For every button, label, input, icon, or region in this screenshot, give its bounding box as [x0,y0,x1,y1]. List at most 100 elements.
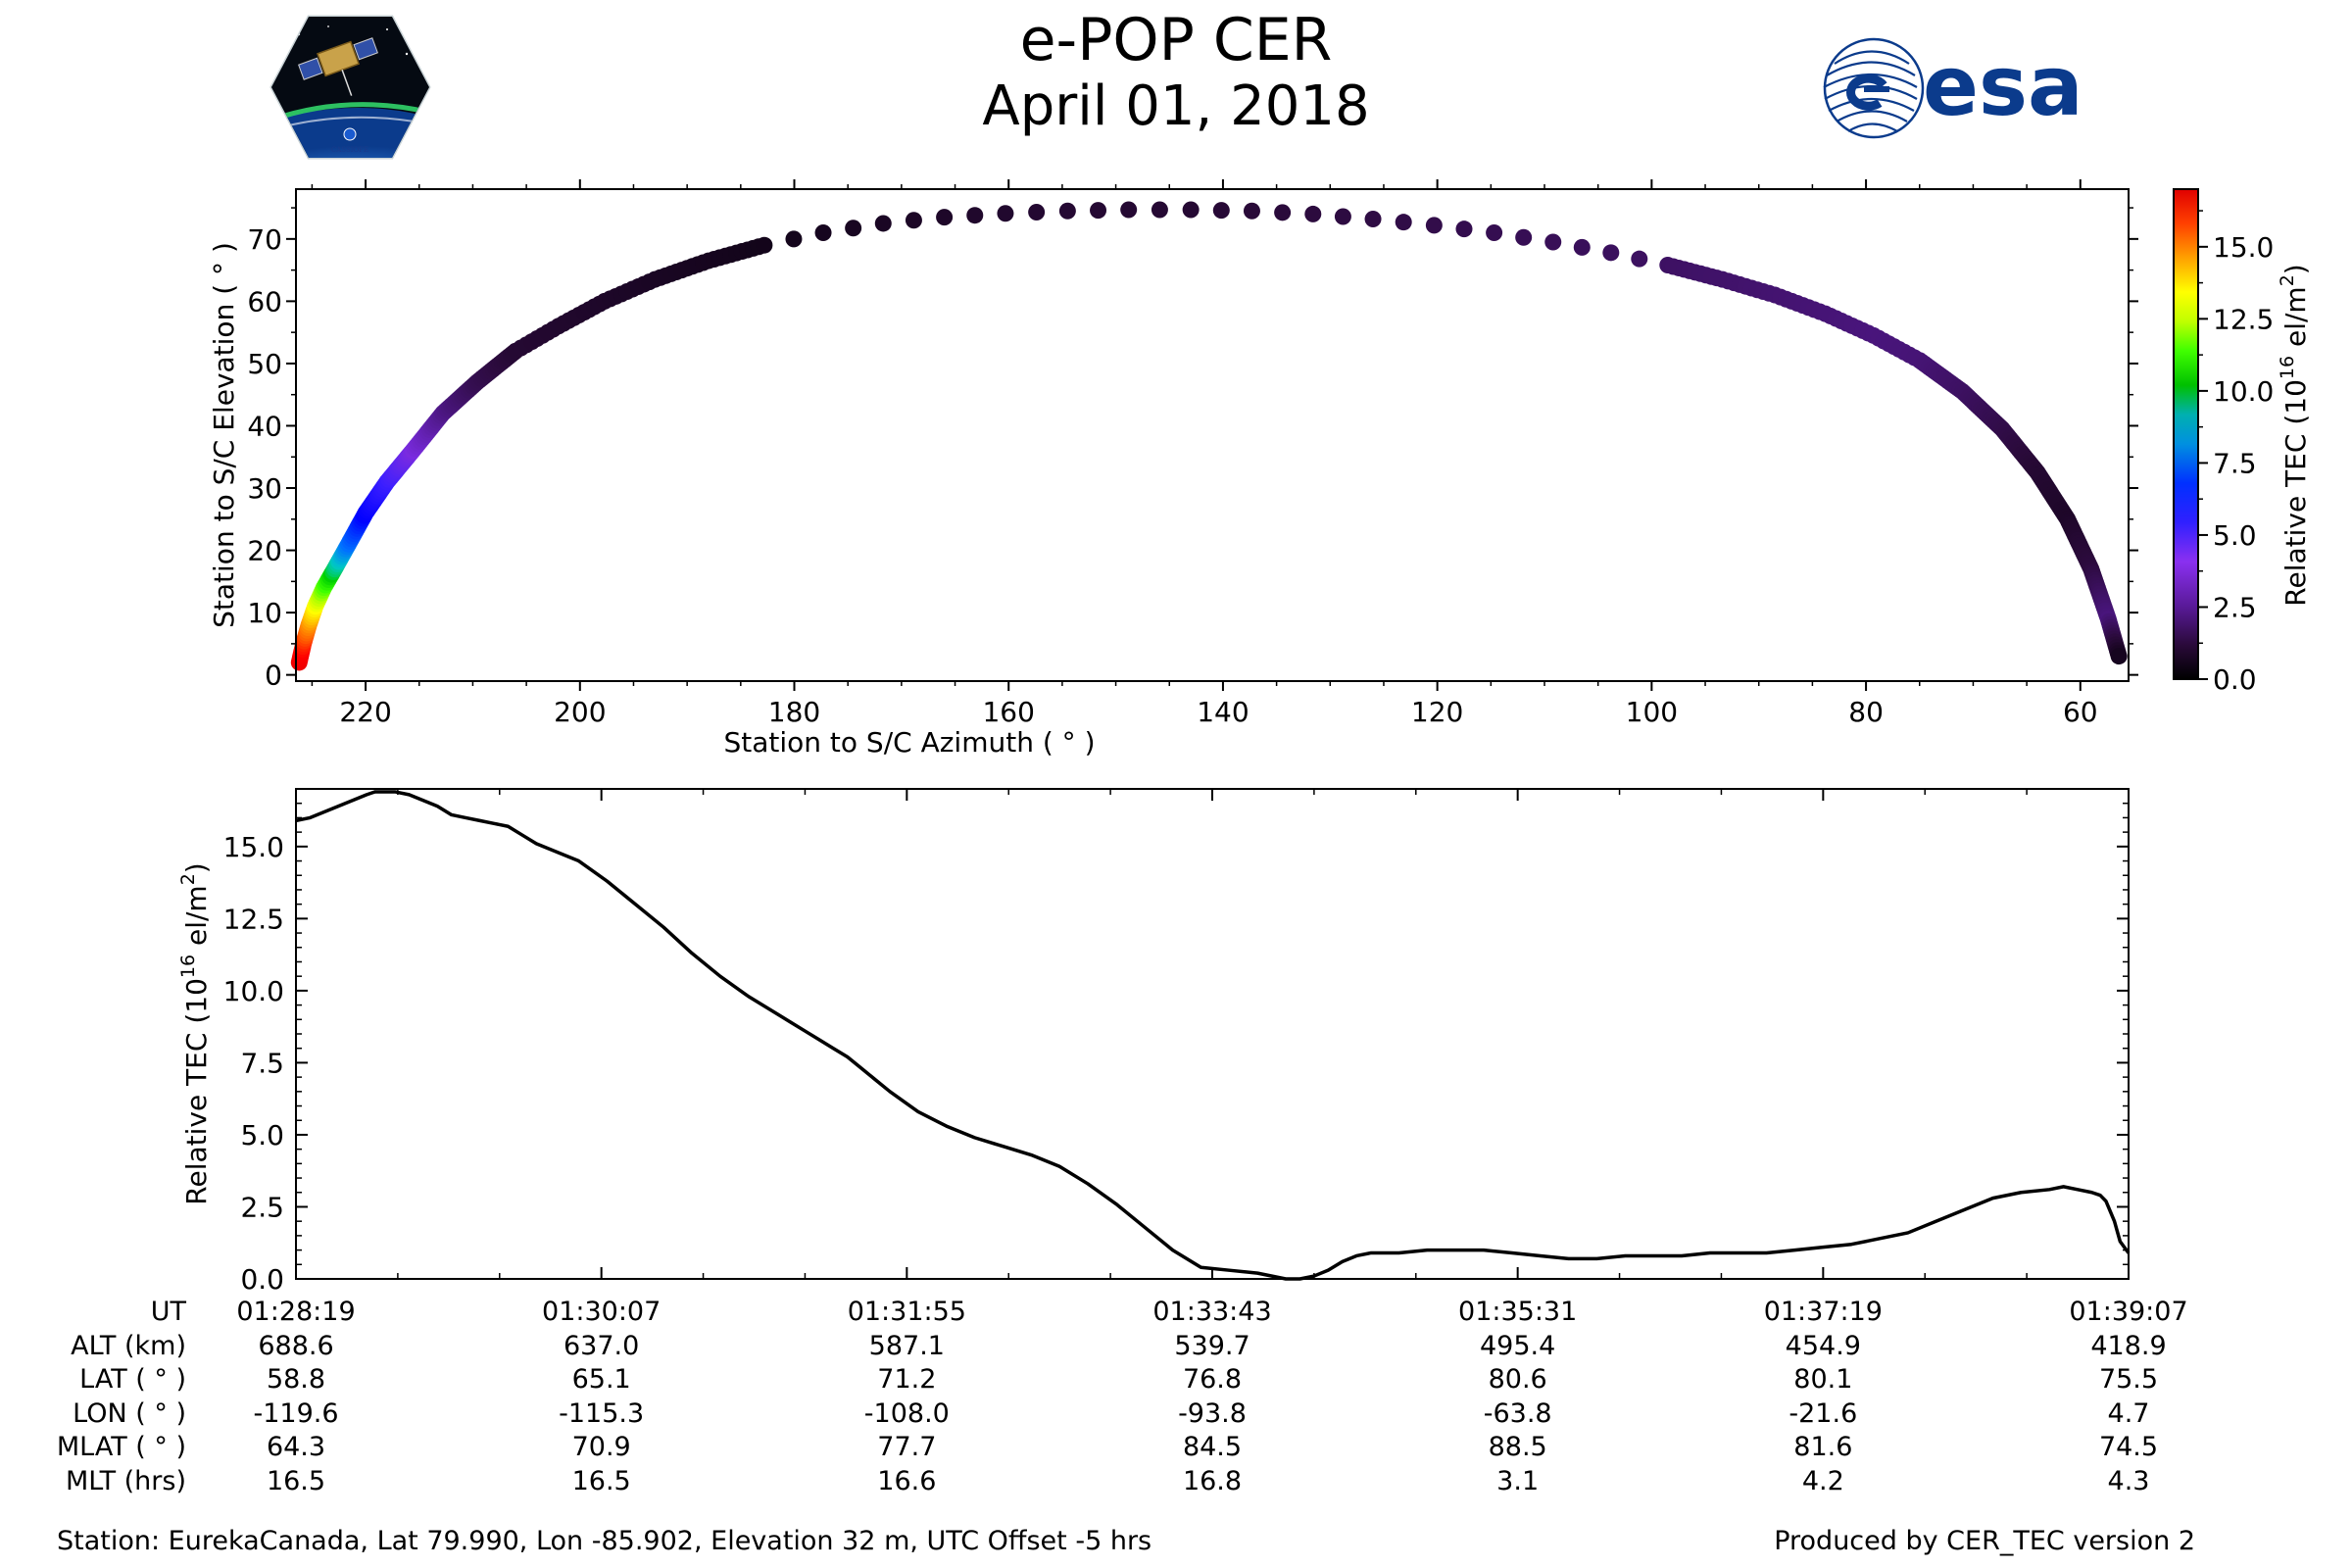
info-cell: 4.7 [2107,1397,2150,1429]
colorbar-tick-label: 10.0 [2213,375,2274,408]
info-cell: 74.5 [2098,1432,2159,1462]
track-point [845,220,862,237]
azimuth-tick-label: 180 [768,696,820,728]
track-point [1151,201,1168,219]
info-cell: -119.6 [253,1397,339,1429]
elevation-tick-label: 20 [247,535,282,567]
azimuth-tick-label: 200 [554,696,606,728]
info-cell: 01:30:07 [542,1297,662,1327]
track-point [785,230,803,248]
cassiope-logo: CASSIOPE [270,15,431,160]
info-cell: -93.8 [1178,1397,1247,1429]
tec-time-panel: 0.0 2.5 5.0 7.5 10.0 12.5 15.0 Relative TEC (1… [177,788,2131,1296]
info-cell: 637.0 [564,1330,640,1361]
elevation-ticks: 0 10 20 30 40 50 60 70 [247,207,2138,692]
orbit-info-table: UT ALT (km) LAT ( ° ) LON ( ° ) MLAT ( ° ) ML… [0,1296,2352,1521]
info-cell: 16.5 [266,1465,326,1496]
info-cell: 01:39:07 [2069,1297,2188,1327]
info-cell: 495.4 [1480,1330,1556,1361]
info-cell: 4.2 [1801,1465,1844,1496]
track-point [756,236,773,254]
colorbar-tick-label: 2.5 [2213,591,2257,623]
info-cell: 16.8 [1182,1465,1243,1496]
colorbar-tick-label: 12.5 [2213,303,2274,335]
info-cell: -108.0 [863,1397,950,1429]
track-point [1028,204,1046,221]
azimuth-tick-label: 60 [2063,696,2098,728]
azimuth-tick-label: 100 [1626,696,1678,728]
info-cell: 80.6 [1488,1364,1547,1395]
elevation-track-points [290,201,2128,671]
info-cell: 88.5 [1488,1432,1547,1462]
info-cell: 76.8 [1182,1364,1243,1395]
info-cell: 418.9 [2090,1330,2167,1361]
azimuth-tick-label: 80 [1848,696,1884,728]
track-point [874,215,892,232]
info-cell: 65.1 [571,1364,631,1395]
info-row-label: MLAT ( ° ) [56,1432,186,1462]
track-point [1631,250,1648,268]
info-cell: 3.1 [1496,1465,1540,1496]
info-cell: 84.5 [1182,1432,1243,1462]
track-point [1212,202,1230,220]
tec-tick-label: 15.0 [223,831,284,863]
elevation-axis-label: Station to S/C Elevation ( ° ) [208,242,240,628]
elevation-azimuth-panel: 220 200 180 160 140 120 100 80 60 0 10 20 30 40 50 60 7… [208,179,2138,759]
info-cell: 01:37:19 [1763,1297,1883,1327]
station-info: Station: EurekaCanada, Lat 79.990, Lon -… [57,1526,1152,1556]
track-point [814,223,832,241]
info-cell: 16.6 [877,1465,937,1496]
info-cell: 454.9 [1785,1330,1861,1361]
track-point [1058,202,1076,220]
track-point [905,212,922,229]
track-point [1395,214,1412,231]
track-point [1304,205,1322,222]
elevation-tick-label: 0 [265,660,282,692]
track-point [1486,223,1503,241]
elevation-tick-label: 50 [247,348,282,380]
esa-logo: esa [1823,37,2083,139]
tec-tick-label: 7.5 [240,1047,284,1079]
info-cell: 64.3 [266,1432,326,1462]
esa-logo-text: esa [1923,38,2083,134]
info-cell: 4.3 [2107,1465,2150,1496]
info-cell: 77.7 [877,1432,937,1462]
info-row-label: UT [150,1297,186,1327]
track-point [1243,202,1260,220]
track-point [966,207,984,224]
tec-colorbar: 0.0 2.5 5.0 7.5 10.0 12.5 15.0 Relative TEC (1… [2173,188,2312,696]
cassiope-logo-text: CASSIOPE [331,146,368,154]
info-cell: 71.2 [877,1364,937,1395]
azimuth-axis-label: Station to S/C Azimuth ( ° ) [723,726,1095,759]
colorbar-tick-label: 15.0 [2213,231,2274,264]
tec-tick-label: 0.0 [240,1263,284,1296]
colorbar-label: Relative TEC (1016 el/m2) [2277,264,2312,606]
info-cell: 75.5 [2098,1364,2159,1395]
elevation-tick-label: 10 [247,597,282,629]
info-cell: 80.1 [1793,1364,1853,1395]
colorbar-tick-label: 7.5 [2213,447,2257,479]
colorbar-gradient [2173,188,2199,680]
track-point [1120,201,1138,219]
tec-plot-frame [295,788,2130,1280]
info-cell: -115.3 [559,1397,645,1429]
azimuth-tick-label: 120 [1411,696,1463,728]
track-point [1515,228,1533,246]
tec-axis-label: Relative TEC (1016 el/m2) [177,862,213,1204]
time-ticks [295,789,2130,1279]
info-cell: 58.8 [266,1364,326,1395]
azimuth-tick-label: 140 [1197,696,1249,728]
info-cell: 01:33:43 [1152,1297,1272,1327]
info-cell: 70.9 [571,1432,631,1462]
elevation-plot-frame [295,188,2130,682]
info-cell: 688.6 [258,1330,334,1361]
page-subtitle-date: April 01, 2018 [982,74,1370,138]
track-point [1182,201,1200,219]
info-cell: 16.5 [571,1465,631,1496]
produced-by: Produced by CER_TEC version 2 [1774,1526,2195,1556]
elevation-tick-label: 60 [247,285,282,318]
info-cell: 81.6 [1793,1432,1853,1462]
elevation-tick-label: 70 [247,223,282,256]
colorbar-ticks: 0.0 2.5 5.0 7.5 10.0 12.5 15.0 [2198,210,2274,696]
tec-series-line [295,790,2131,1281]
